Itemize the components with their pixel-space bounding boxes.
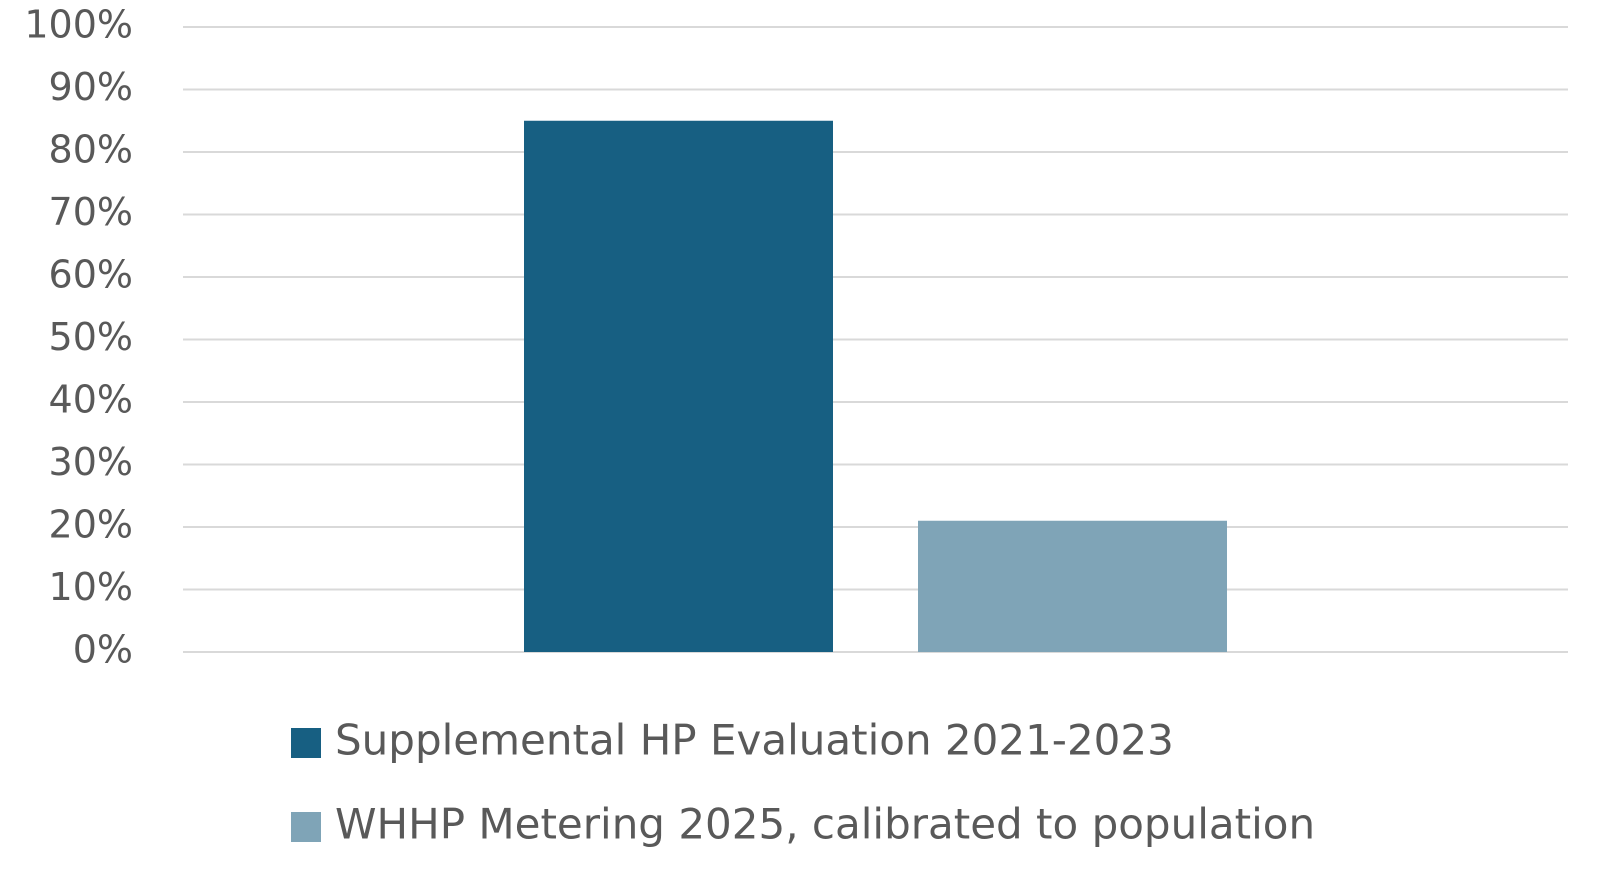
y-tick-label: 80% [49, 128, 133, 172]
y-tick-label: 90% [49, 65, 133, 109]
bar [918, 520, 1227, 652]
y-tick-label: 50% [49, 315, 133, 359]
legend-label: Supplemental HP Evaluation 2021-2023 [335, 716, 1174, 765]
y-tick-label: 70% [49, 190, 133, 234]
y-tick-label: 0% [73, 628, 133, 672]
y-tick-label: 40% [49, 378, 133, 422]
legend-label: WHHP Metering 2025, calibrated to popula… [335, 800, 1315, 849]
legend-swatch [291, 728, 321, 758]
bar [524, 120, 833, 652]
y-tick-label: 10% [49, 565, 133, 609]
legend-swatch [291, 812, 321, 842]
y-tick-label: 60% [49, 253, 133, 297]
y-tick-label: 30% [49, 440, 133, 484]
y-tick-label: 100% [24, 3, 133, 47]
y-tick-label: 20% [49, 503, 133, 547]
